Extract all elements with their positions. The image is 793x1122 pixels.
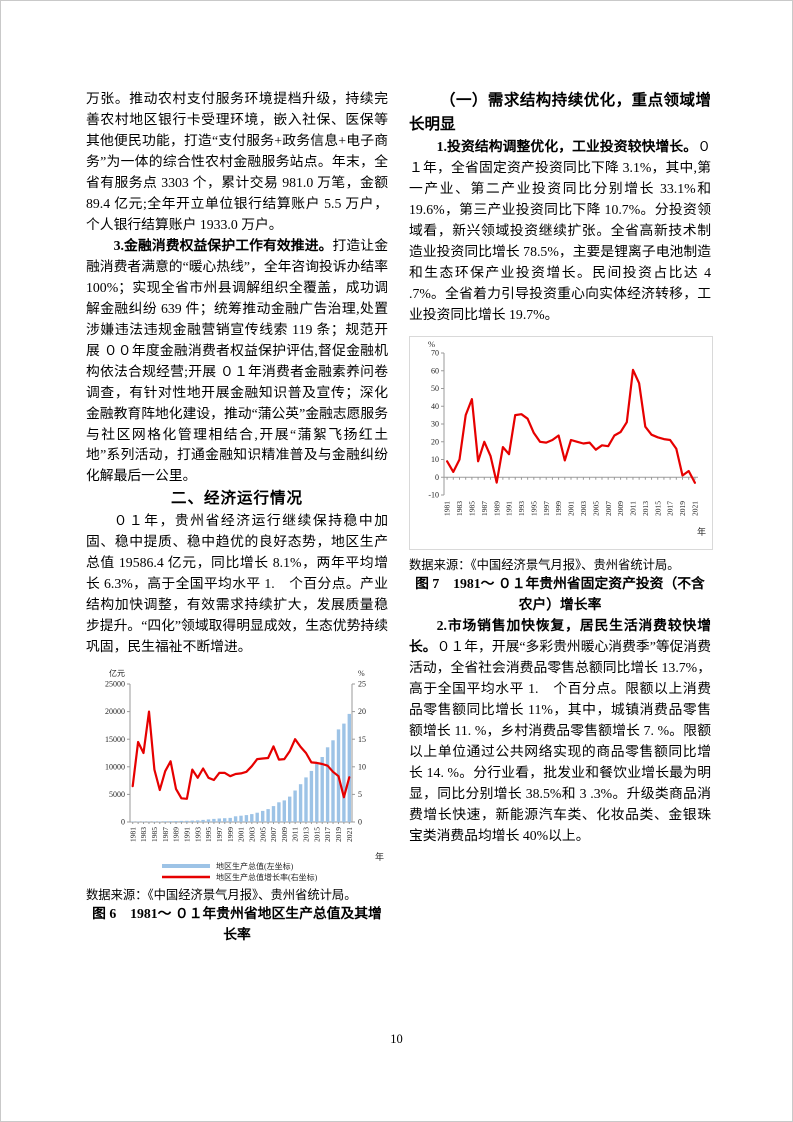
svg-text:5000: 5000 [109, 790, 125, 799]
svg-text:60: 60 [431, 366, 439, 375]
svg-text:2005: 2005 [591, 501, 600, 516]
paragraph-body: 打造让金融消费者满意的“暖心热线”，全年咨询投诉办结率 100%；实现全省市州县… [86, 237, 388, 484]
figure7-caption: 图 7 1981～ ０１年贵州省固定资产投资（不含农户）增长率 [415, 576, 705, 613]
svg-text:1985: 1985 [150, 826, 159, 841]
svg-text:30: 30 [431, 419, 439, 428]
svg-text:1991: 1991 [183, 826, 192, 841]
figure6-caption: 图 6 1981～ ０１年贵州省地区生产总值及其增长率 [92, 906, 382, 943]
page-number: 10 [390, 1032, 403, 1046]
svg-text:年: 年 [697, 526, 706, 537]
svg-text:10: 10 [431, 455, 439, 464]
figure6-data-source: 数据来源：《中国经济景气月报》、贵州省统计局。 [86, 887, 357, 902]
svg-text:0: 0 [435, 473, 439, 482]
svg-text:2001: 2001 [237, 826, 246, 841]
paragraph-consumer-protection: 3.金融消费权益保护工作有效推进。打造让金融消费者满意的“暖心热线”，全年咨询投… [86, 236, 388, 488]
svg-text:1997: 1997 [542, 501, 551, 516]
svg-text:亿元: 亿元 [109, 668, 125, 678]
figure7-investment-chart: -10 0 10 20 30 40 50 60 70% 1981 1983 1985 1987 1989 1… [409, 335, 713, 550]
svg-text:1993: 1993 [517, 501, 526, 516]
svg-text:15: 15 [358, 735, 366, 744]
svg-text:2003: 2003 [247, 826, 256, 841]
svg-text:20: 20 [431, 437, 439, 446]
paragraph-lead: 2.市场销售加快恢复，居民生活消费较快增长。 [409, 617, 711, 654]
svg-text:2007: 2007 [604, 501, 613, 516]
svg-text:2009: 2009 [280, 826, 289, 841]
svg-text:20: 20 [358, 707, 366, 716]
svg-text:地区生产总值(左坐标): 地区生产总值(左坐标) [216, 861, 294, 871]
svg-text:1993: 1993 [193, 826, 202, 841]
svg-text:25000: 25000 [105, 679, 125, 688]
two-column-layout: 万张。推动农村支付服务环境提档升级，持续完善农村地区银行卡受理环境，嵌入社保、医… [86, 89, 713, 946]
paragraph-gdp-overview: ０１年，贵州省经济运行继续保持稳中加固、稳中提质、稳中趋优的良好态势，地区生产总… [86, 512, 388, 654]
paragraph-body: ０１年，开展“多彩贵州暖心消费季”等促消费活动，全省社会消费品零售总额同比增长 … [409, 638, 712, 843]
figure7-data-source: 数据来源：《中国经济景气月报》、贵州省统计局。 [409, 557, 680, 572]
svg-text:1989: 1989 [492, 501, 501, 516]
paragraph-lead: 3.金融消费权益保护工作有效推进。 [113, 237, 333, 253]
svg-text:2015: 2015 [312, 826, 321, 841]
svg-text:40: 40 [431, 402, 439, 411]
svg-text:2017: 2017 [666, 501, 675, 516]
svg-text:10: 10 [358, 762, 366, 771]
svg-text:25: 25 [358, 679, 366, 688]
paragraph-body: ０１年，全省固定资产投资同比下降 3.1%，其中,第一产业、第二产业投资同比分别… [409, 139, 711, 322]
svg-text:2009: 2009 [616, 501, 625, 516]
svg-text:2021: 2021 [345, 826, 354, 841]
svg-text:2019: 2019 [678, 501, 687, 516]
svg-text:0: 0 [121, 817, 125, 826]
svg-text:1995: 1995 [529, 501, 538, 516]
svg-text:地区生产总值增长率(右坐标): 地区生产总值增长率(右坐标) [216, 872, 318, 882]
svg-text:5: 5 [358, 790, 362, 799]
left-column: 万张。推动农村支付服务环境提档升级，持续完善农村地区银行卡受理环境，嵌入社保、医… [86, 89, 388, 946]
svg-text:1995: 1995 [204, 826, 213, 841]
svg-text:70: 70 [431, 348, 439, 357]
section-heading-economy: 二、经济运行情况 [170, 490, 303, 508]
svg-text:2017: 2017 [323, 826, 332, 841]
svg-text:1997: 1997 [215, 826, 224, 841]
svg-text:年: 年 [375, 851, 384, 862]
svg-text:1981: 1981 [443, 501, 452, 516]
svg-text:1999: 1999 [226, 826, 235, 841]
svg-text:2013: 2013 [302, 826, 311, 841]
svg-text:2011: 2011 [629, 501, 638, 516]
paragraph-lead: 1.投资结构调整优化，工业投资较快增长。 [436, 139, 698, 155]
paragraph-investment: 1.投资结构调整优化，工业投资较快增长。０１年，全省固定资产投资同比下降 3.1… [409, 137, 711, 326]
svg-text:2019: 2019 [334, 826, 343, 841]
paragraph-rural-payment: 万张。推动农村支付服务环境提档升级，持续完善农村地区银行卡受理环境，嵌入社保、医… [86, 91, 388, 232]
svg-text:2001: 2001 [567, 501, 576, 516]
svg-text:10000: 10000 [105, 762, 125, 771]
svg-text:1983: 1983 [139, 826, 148, 841]
svg-text:2015: 2015 [653, 501, 662, 516]
svg-text:1987: 1987 [480, 501, 489, 516]
svg-text:2021: 2021 [691, 501, 700, 516]
svg-text:1999: 1999 [554, 501, 563, 516]
svg-text:20000: 20000 [105, 707, 125, 716]
svg-text:1985: 1985 [468, 501, 477, 516]
svg-text:2005: 2005 [258, 826, 267, 841]
figure6-gdp-chart: 0 5000 10000 15000 20000 25000 0 5 10 15 20 25 亿元 % 19… [105, 668, 384, 882]
svg-text:2013: 2013 [641, 501, 650, 516]
paragraph-retail-sales: 2.市场销售加快恢复，居民生活消费较快增长。０１年，开展“多彩贵州暖心消费季”等… [409, 616, 711, 847]
svg-text:15000: 15000 [105, 735, 125, 744]
svg-text:1981: 1981 [128, 826, 137, 841]
svg-text:50: 50 [431, 384, 439, 393]
svg-text:-10: -10 [428, 490, 439, 499]
svg-text:1989: 1989 [172, 826, 181, 841]
svg-text:2007: 2007 [269, 826, 278, 841]
subsection-heading-demand: （一）需求结构持续优化，重点领域增长明显 [409, 92, 711, 134]
right-column: （一）需求结构持续优化，重点领域增长明显 1.投资结构调整优化，工业投资较快增长… [409, 89, 713, 946]
svg-text:%: % [358, 669, 365, 678]
svg-text:2003: 2003 [579, 501, 588, 516]
svg-text:2011: 2011 [291, 826, 300, 841]
svg-text:%: % [428, 339, 435, 349]
svg-text:1991: 1991 [505, 501, 514, 516]
svg-text:1987: 1987 [161, 826, 170, 841]
svg-text:1983: 1983 [455, 501, 464, 516]
svg-text:0: 0 [358, 817, 362, 826]
